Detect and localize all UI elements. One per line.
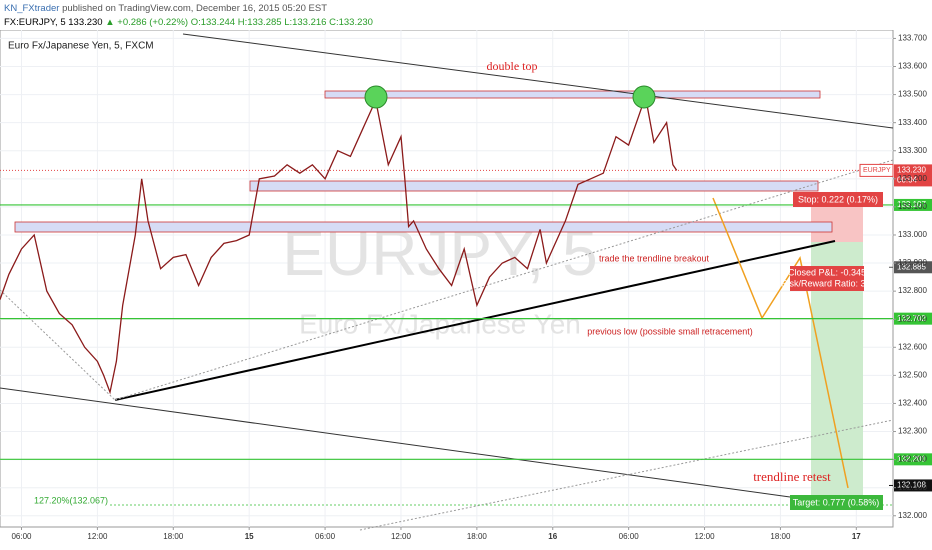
price-tag (894, 312, 932, 325)
price: 133.230 (68, 17, 103, 28)
annotation: previous low (possible small retracement… (587, 326, 753, 336)
zone (249, 180, 819, 192)
y-tick-label: 133.000 (898, 230, 927, 239)
levels: 133.107 132.702 132.201 132.885 132.108 EURJP… (0, 163, 932, 492)
price-tag (894, 453, 932, 466)
header-line: KN_FXtrader published on TradingView.com… (4, 3, 327, 14)
pnl-box (790, 266, 864, 291)
trendline (114, 240, 836, 401)
target-box (790, 495, 883, 510)
ohlc: O:133.244 H:133.285 L:133.216 C:133.230 (190, 17, 373, 28)
author[interactable]: KN_FXtrader (4, 3, 60, 14)
trendline (0, 387, 791, 498)
y-tick-label: 132.600 (898, 342, 927, 351)
change: ▲ +0.286 (+0.22%) (105, 17, 189, 28)
y-tick-label: 133.100 (898, 202, 927, 211)
symbol: FX:EURJPY, 5 (4, 17, 66, 28)
price-line (0, 94, 678, 395)
y-tick-label: 133.500 (898, 90, 927, 99)
y-tick-label: 133.700 (898, 34, 927, 43)
price-tag-label: 132.702 (897, 314, 926, 323)
target-label: Target: 0.777 (0.58%) (793, 497, 880, 507)
chart: EURJPY, 5 Euro Fx/Japanese Yen 133.10713… (0, 30, 932, 542)
x-tick-label: 16 (548, 532, 557, 541)
price-tag-label: 132.108 (897, 481, 926, 490)
y-tick-label: 133.200 (898, 174, 927, 183)
published: published on TradingView.com, December 1… (62, 3, 328, 14)
x-tick-label: 06:00 (619, 532, 640, 541)
last-price-label: 133.230 (897, 166, 926, 175)
price-tag-label: 132.201 (897, 454, 926, 463)
y-tick-label: 133.600 (898, 62, 927, 71)
price-tag (894, 198, 932, 211)
pnl-label: Closed P&L: -0.345 (788, 267, 866, 277)
trendline (0, 289, 116, 401)
price-tag-label: 132.885 (897, 262, 926, 271)
y-tick-label: 132.000 (898, 511, 927, 520)
x-tick-label: 18:00 (770, 532, 791, 541)
countdown: 00:04 (897, 176, 918, 185)
trendline (359, 419, 894, 531)
trendline (182, 33, 894, 129)
chart-title: Euro Fx/Japanese Yen, 5, FXCM (8, 41, 154, 52)
price (0, 94, 678, 395)
zone (324, 90, 821, 99)
x-tick-label: 15 (245, 532, 254, 541)
x-tick-label: 06:00 (11, 532, 32, 541)
rr-label: Risk/Reward Ratio: 3.5 (781, 278, 873, 288)
x-tick-label: 12:00 (391, 532, 412, 541)
y-tick-label: 133.300 (898, 146, 927, 155)
annotation: trade the trendline breakout (599, 253, 710, 263)
fib-label: 127.20%(132.067) (34, 495, 108, 505)
x-tick-label: 06:00 (315, 532, 336, 541)
y-tick-label: 132.900 (898, 258, 927, 267)
symbol-box (859, 163, 894, 177)
x-tick-label: 18:00 (467, 532, 488, 541)
annotation: double top (487, 59, 538, 73)
y-tick-label: 132.400 (898, 399, 927, 408)
x-tick-label: 12:00 (87, 532, 108, 541)
watermark-sub: Euro Fx/Japanese Yen (299, 308, 581, 339)
price-tag (894, 479, 932, 492)
stop-box (793, 192, 883, 207)
axes: 132.000 132.100 132.200 132.300 132.400 132.5… (11, 34, 927, 542)
projection-arrow (712, 197, 849, 489)
symbol-label: EURJPY (863, 167, 891, 174)
y-tick-label: 132.500 (898, 370, 927, 379)
y-tick-label: 132.700 (898, 314, 927, 323)
y-tick-label: 132.800 (898, 286, 927, 295)
top-marker (364, 85, 388, 109)
header-quote: FX:EURJPY, 5 133.230 ▲ +0.286 (+0.22%) O… (4, 17, 373, 28)
y-tick-label: 133.400 (898, 118, 927, 127)
stop-label: Stop: 0.222 (0.17%) (798, 194, 878, 204)
x-tick-label: 17 (852, 532, 861, 541)
zone (14, 221, 833, 233)
x-tick-label: 18:00 (163, 532, 184, 541)
y-tick-label: 132.200 (898, 455, 927, 464)
y-tick-label: 132.100 (898, 483, 927, 492)
y-tick-label: 132.300 (898, 427, 927, 436)
price-tag (894, 261, 932, 274)
last-price-box (894, 164, 932, 187)
price-tag-label: 133.107 (897, 200, 926, 209)
x-tick-label: 12:00 (695, 532, 716, 541)
top-marker (632, 85, 656, 109)
annotation: trendline retest (753, 469, 831, 484)
